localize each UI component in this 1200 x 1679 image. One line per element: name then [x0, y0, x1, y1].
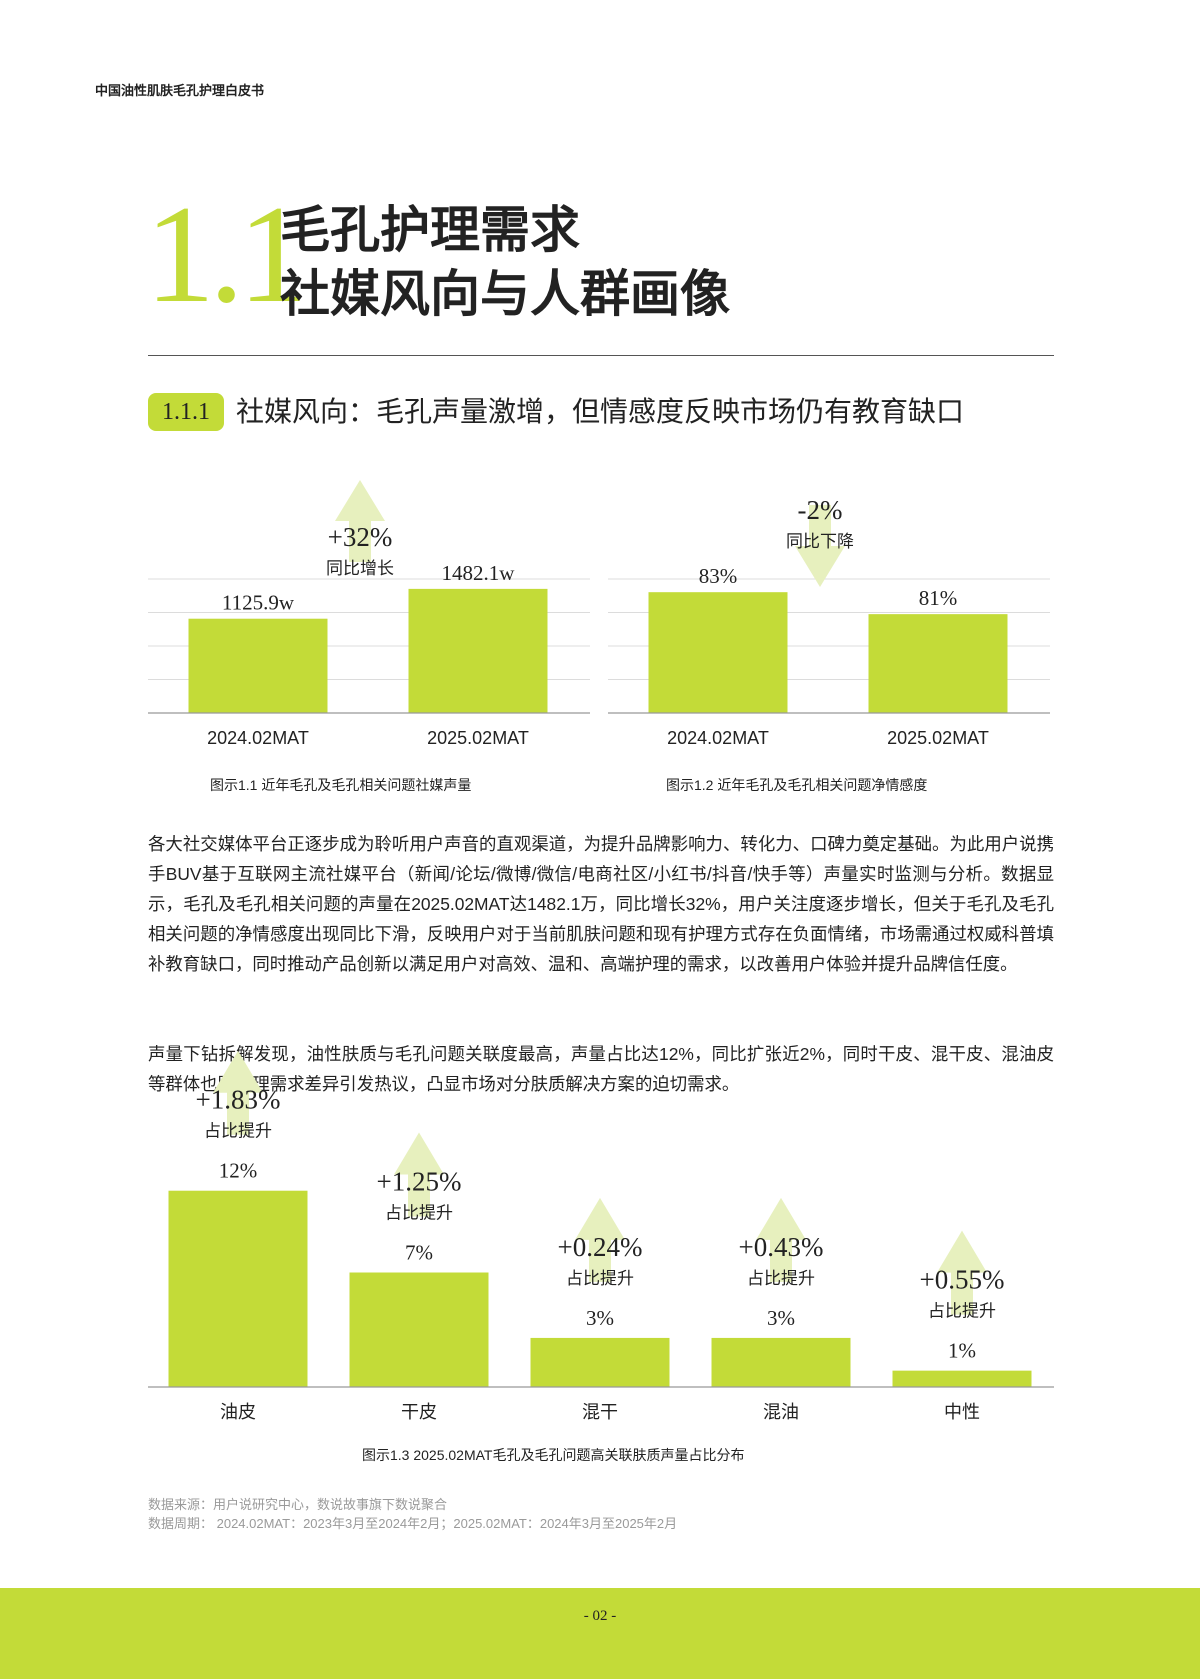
change-value: +0.43%: [739, 1232, 824, 1262]
change-value: -2%: [798, 495, 843, 525]
bar-混油: [711, 1337, 851, 1387]
bar-2024.02MAT: [188, 618, 328, 713]
bar-2024.02MAT: [648, 592, 788, 713]
chart-volume: 1125.9w 2024.02MAT 1482.1w 2025.02MAT +32% 同比…: [148, 480, 590, 760]
subsection-number-badge: 1.1.1: [148, 393, 224, 431]
bar-value-label: 81%: [919, 586, 958, 610]
subsection-title: 社媒风向：毛孔声量激增，但情感度反映市场仍有教育缺口: [236, 396, 965, 427]
bar-value-label: 1125.9w: [222, 591, 295, 615]
category-label: 2024.02MAT: [667, 728, 769, 748]
category-label: 2025.02MAT: [887, 728, 989, 748]
category-label: 混干: [582, 1402, 618, 1422]
change-value: +1.25%: [377, 1167, 462, 1197]
change-label: 占比提升: [747, 1269, 815, 1288]
chart-sentiment-caption: 图示1.2 近年毛孔及毛孔相关问题净情感度: [666, 777, 928, 793]
section-number: 1.1: [145, 177, 308, 332]
section-title-line-2: 社媒风向与人群画像: [280, 266, 730, 322]
chart-volume-caption: 图示1.1 近年毛孔及毛孔相关问题社媒声量: [210, 777, 472, 793]
change-value: +32%: [328, 522, 393, 552]
section-title-line-1: 毛孔护理需求: [280, 202, 580, 258]
bar-value-label: 12%: [219, 1159, 258, 1183]
chart-volume-svg: 1125.9w 2024.02MAT 1482.1w 2025.02MAT +32% 同比…: [148, 480, 590, 748]
bar-中性: [892, 1370, 1032, 1387]
data-source-line: 数据来源：用户说研究中心，数说故事旗下数说聚合: [148, 1497, 448, 1512]
category-label: 混油: [763, 1402, 799, 1422]
chart-sentiment-svg: 83% 2024.02MAT 81% 2025.02MAT -2% 同比下降: [608, 495, 1050, 748]
up-arrow-icon: [575, 1197, 625, 1282]
section-divider: [148, 355, 1054, 356]
page-number: - 02 -: [583, 1608, 617, 1624]
bar-value-label: 83%: [699, 564, 738, 588]
bar-value-label: 1482.1w: [442, 561, 516, 585]
category-label: 中性: [944, 1402, 980, 1422]
data-period-line: 数据周期： 2024.02MAT：2023年3月至2024年2月；2025.02…: [148, 1516, 678, 1531]
bar-value-label: 7%: [405, 1241, 433, 1265]
category-label: 油皮: [220, 1402, 256, 1422]
change-label: 同比下降: [786, 532, 854, 551]
up-arrow-icon: [213, 1050, 263, 1135]
data-source: 数据来源：用户说研究中心，数说故事旗下数说聚合 数据周期： 2024.02MAT…: [148, 1495, 677, 1533]
change-label: 同比增长: [326, 559, 394, 578]
change-label: 占比提升: [204, 1122, 272, 1141]
up-arrow-icon: [937, 1230, 987, 1315]
change-label: 占比提升: [385, 1204, 453, 1223]
section-title: 毛孔护理需求 社媒风向与人群画像: [280, 198, 730, 326]
change-value: +0.24%: [558, 1232, 643, 1262]
bar-value-label: 3%: [586, 1306, 614, 1330]
up-arrow-icon: [756, 1197, 806, 1282]
body-paragraph-2: 声量下钻拆解发现，油性肤质与毛孔问题关联度最高，声量占比达12%，同比扩张近2%…: [148, 1044, 1054, 1094]
chart-sentiment: 83% 2024.02MAT 81% 2025.02MAT -2% 同比下降: [608, 480, 1050, 760]
change-label: 占比提升: [566, 1269, 634, 1288]
category-label: 2024.02MAT: [207, 728, 309, 748]
chart-skin-type: 12% 油皮 +1.83% 占比提升 7% 干皮 +1.25% 占比提升 3% 混干 +0.24% 占…: [148, 1050, 1054, 1435]
up-arrow-icon: [394, 1132, 444, 1217]
running-title: 中国油性肌肤毛孔护理白皮书: [95, 83, 265, 98]
bar-value-label: 1%: [948, 1339, 976, 1363]
category-label: 2025.02MAT: [427, 728, 529, 748]
volume-up-arrow-icon: [335, 480, 385, 562]
category-label: 干皮: [401, 1402, 437, 1422]
change-value: +0.55%: [920, 1265, 1005, 1295]
footer-band: [0, 1588, 1200, 1679]
bar-2025.02MAT: [868, 614, 1008, 713]
change-label: 占比提升: [928, 1302, 996, 1321]
bar-混干: [530, 1337, 670, 1387]
bar-value-label: 3%: [767, 1306, 795, 1330]
bar-干皮: [349, 1272, 489, 1387]
bar-2025.02MAT: [408, 588, 548, 713]
sentiment-down-arrow-icon: [795, 505, 845, 587]
change-value: +1.83%: [196, 1085, 281, 1115]
bar-油皮: [168, 1190, 308, 1387]
chart-skin-type-caption: 图示1.3 2025.02MAT毛孔及毛孔问题高关联肤质声量占比分布: [362, 1447, 745, 1463]
chart-skin-type-svg: 12% 油皮 +1.83% 占比提升 7% 干皮 +1.25% 占比提升 3% 混干 +0.24% 占…: [148, 1050, 1054, 1422]
body-paragraph-1: 各大社交媒体平台正逐步成为聆听用户声音的直观渠道，为提升品牌影响力、转化力、口碑…: [148, 834, 1054, 974]
